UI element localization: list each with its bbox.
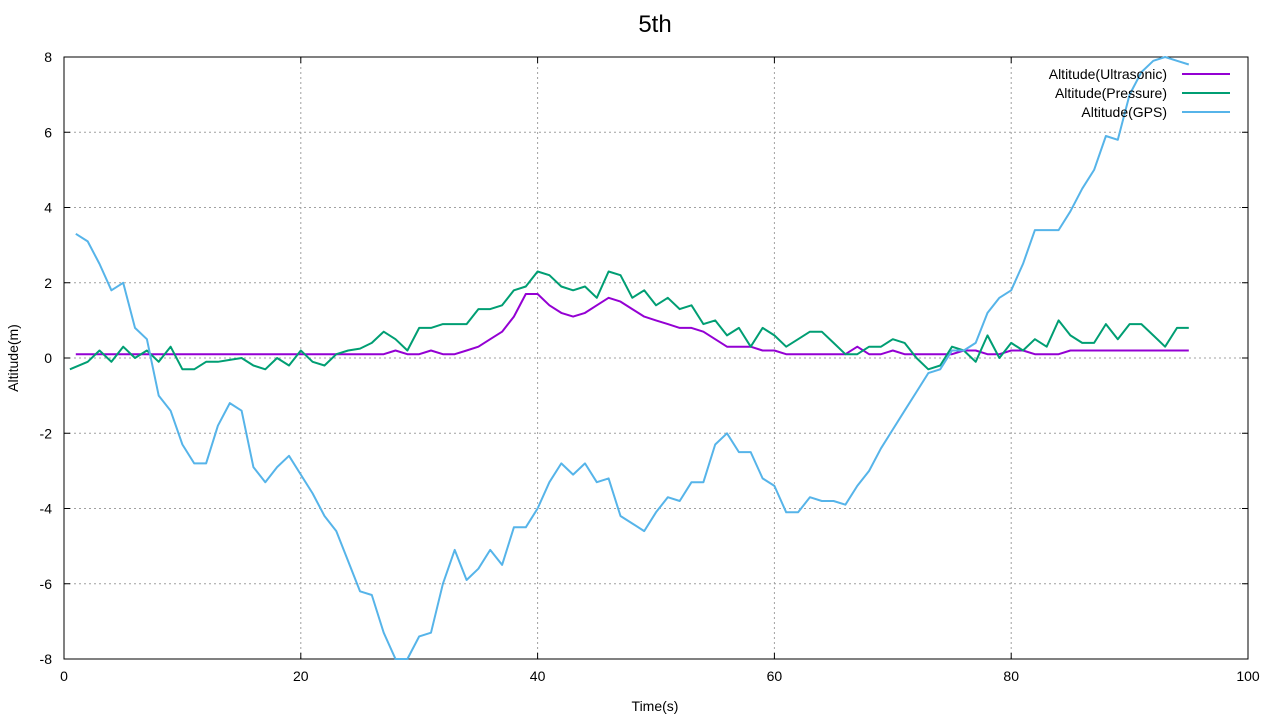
y-tick-label: 4 bbox=[44, 200, 52, 216]
y-tick-label: -8 bbox=[40, 651, 53, 667]
y-axis-label: Altitude(m) bbox=[5, 324, 21, 392]
y-tick-label: 2 bbox=[44, 275, 52, 291]
y-tick-label: 8 bbox=[44, 49, 52, 65]
x-axis-label: Time(s) bbox=[632, 698, 679, 714]
series-lines bbox=[69, 56, 1190, 660]
series-line-1 bbox=[69, 270, 1189, 371]
y-tick-label: -6 bbox=[40, 576, 53, 592]
axis-ticks: 0 20 40 60 80 100 -8 -6 -4 -2 0 2 4 6 8 bbox=[40, 49, 1260, 684]
legend: Altitude(Ultrasonic) Altitude(Pressure) Al… bbox=[1049, 66, 1230, 120]
chart-title: 5th bbox=[638, 11, 671, 38]
x-tick-label: 0 bbox=[60, 668, 68, 684]
legend-label: Altitude(Ultrasonic) bbox=[1049, 66, 1167, 82]
y-tick-label: 0 bbox=[44, 350, 52, 366]
series-line-2 bbox=[75, 56, 1190, 660]
x-tick-label: 20 bbox=[293, 668, 309, 684]
y-tick-label: -2 bbox=[40, 425, 53, 441]
x-tick-label: 100 bbox=[1236, 668, 1260, 684]
x-tick-label: 60 bbox=[767, 668, 783, 684]
x-tick-label: 80 bbox=[1003, 668, 1019, 684]
x-tick-label: 40 bbox=[530, 668, 546, 684]
grid-lines bbox=[64, 57, 1248, 659]
legend-label: Altitude(Pressure) bbox=[1055, 85, 1167, 101]
y-tick-label: -4 bbox=[40, 501, 53, 517]
legend-label: Altitude(GPS) bbox=[1081, 104, 1167, 120]
y-tick-label: 6 bbox=[44, 124, 52, 140]
series-line-0 bbox=[75, 293, 1189, 356]
